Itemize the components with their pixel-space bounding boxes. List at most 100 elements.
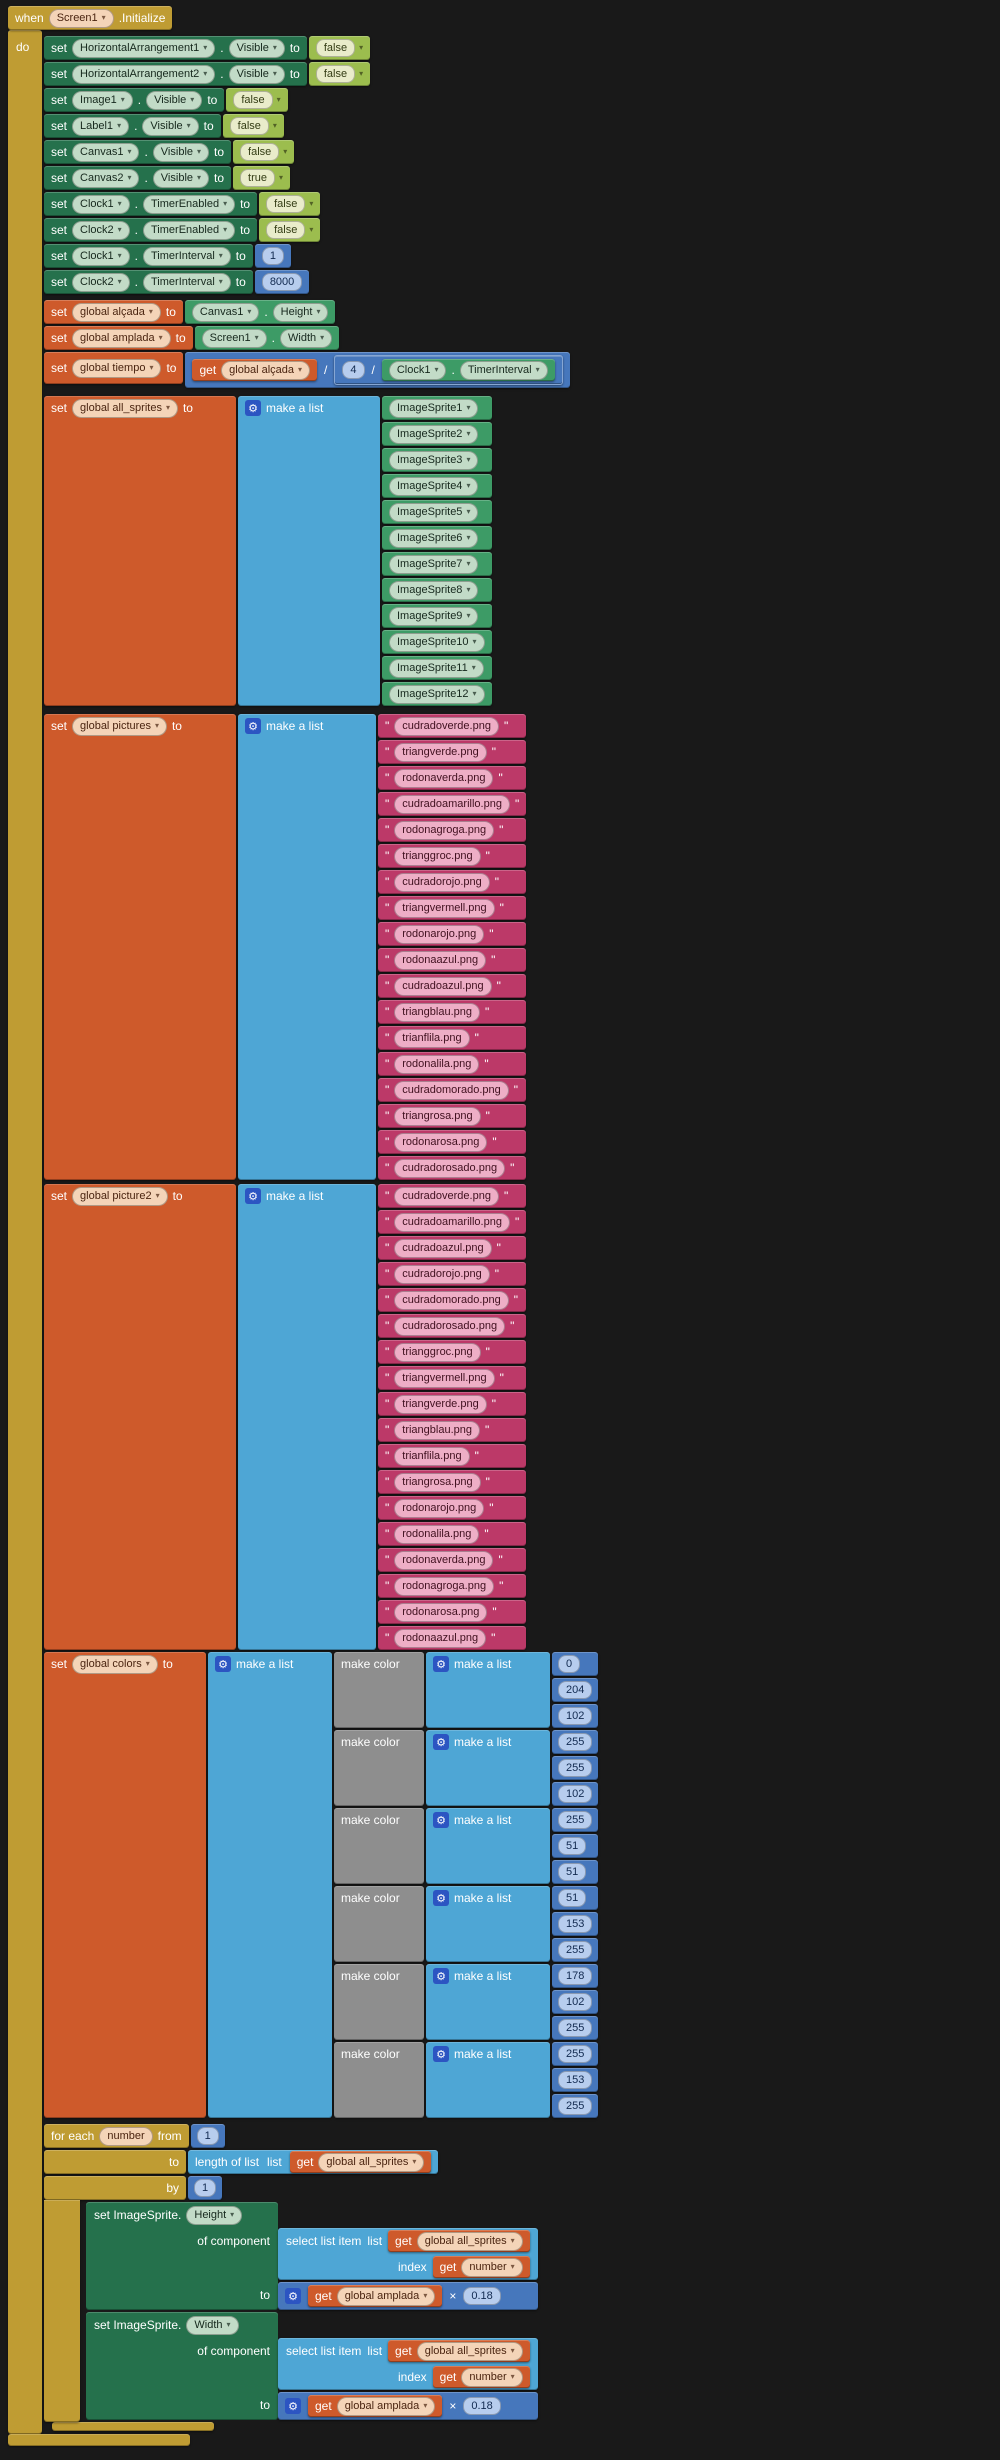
component-dropdown[interactable]: ImageSprite7 ▾	[389, 554, 479, 574]
text-string-block[interactable]: " cudradoamarillo.png "	[378, 792, 527, 816]
make-color-block[interactable]: make color	[334, 1808, 424, 1884]
text-string-block[interactable]: " rodonalila.png "	[378, 1052, 527, 1076]
string-field[interactable]: cudradoverde.png	[394, 1186, 499, 1206]
math-number-block[interactable]: 51	[552, 1886, 599, 1910]
value-block[interactable]: false ▾	[233, 140, 295, 164]
string-field[interactable]: triangvermell.png	[394, 1368, 495, 1388]
property-dropdown[interactable]: TimerEnabled ▾	[143, 194, 236, 214]
dropdown-arrow-icon[interactable]: ▾	[466, 403, 471, 412]
component-dropdown[interactable]: ImageSprite2 ▾	[389, 424, 479, 444]
set-property-row[interactable]: set Image1 ▾ . Visible ▾ to false ▾	[44, 88, 370, 112]
dropdown-arrow-icon[interactable]: ▾	[276, 95, 281, 104]
dropdown-arrow-icon[interactable]: ▾	[359, 43, 364, 52]
component-dropdown[interactable]: Clock1 ▾	[72, 246, 130, 266]
property-dropdown[interactable]: Width ▾	[280, 328, 333, 348]
dropdown-arrow-icon[interactable]: ▾	[149, 363, 154, 372]
image-sprite-getter-block[interactable]: ImageSprite10 ▾	[382, 630, 492, 654]
get-variable-block[interactable]: get global amplada ▾	[308, 2395, 443, 2417]
mutator-gear-icon[interactable]: ⚙	[433, 1656, 449, 1672]
red-value[interactable]: 255	[558, 2045, 593, 2063]
dropdown-arrow-icon[interactable]: ▾	[197, 173, 202, 182]
variable-dropdown[interactable]: number ▾	[461, 2257, 523, 2277]
make-color-group[interactable]: make color ⚙ make a list 255 255 102	[334, 1730, 599, 1806]
text-string-block[interactable]: " cudradoverde.png "	[378, 1184, 527, 1208]
mutator-gear-icon[interactable]: ⚙	[245, 718, 261, 734]
dropdown-arrow-icon[interactable]: ▾	[272, 43, 277, 52]
get-variable-block[interactable]: get number ▾	[432, 2256, 530, 2278]
make-color-block[interactable]: make color	[334, 1964, 424, 2040]
mutator-gear-icon[interactable]: ⚙	[285, 2398, 301, 2414]
make-a-list-block-inner[interactable]: ⚙ make a list	[426, 1886, 550, 1962]
set-property-row[interactable]: set HorizontalArrangement1 ▾ . Visible ▾…	[44, 36, 371, 60]
value-block[interactable]: 1 ▾	[254, 244, 291, 268]
dropdown-arrow-icon[interactable]: ▾	[466, 585, 471, 594]
for-each-to-row[interactable]: to length of list list get global all_sp…	[44, 2150, 439, 2174]
string-field[interactable]: trianggroc.png	[394, 846, 481, 866]
mutator-gear-icon[interactable]: ⚙	[433, 2046, 449, 2062]
dropdown-arrow-icon[interactable]: ▾	[117, 277, 122, 286]
text-string-block[interactable]: " cudradorojo.png "	[378, 1262, 527, 1286]
variable-dropdown[interactable]: global alçada ▾	[221, 360, 311, 380]
math-number-block[interactable]: 1	[190, 2124, 225, 2148]
text-string-block[interactable]: " trianflila.png "	[378, 1444, 527, 1468]
dropdown-arrow-icon[interactable]: ▾	[197, 147, 202, 156]
select-list-item-block[interactable]: select list item list get global all_spr…	[278, 2338, 538, 2390]
set-property-block[interactable]: set Clock2 ▾ . TimerInterval ▾ to	[44, 270, 253, 294]
dropdown-arrow-icon[interactable]: ▾	[423, 2291, 428, 2300]
math-number-block[interactable]: 153	[552, 2068, 599, 2092]
dropdown-arrow-icon[interactable]: ▾	[466, 481, 471, 490]
string-field[interactable]: cudradomorado.png	[394, 1080, 509, 1100]
when-block-body[interactable]	[8, 30, 42, 2434]
dropdown-arrow-icon[interactable]: ▾	[309, 199, 314, 208]
dropdown-arrow-icon[interactable]: ▾	[359, 69, 364, 78]
value-field[interactable]: 1	[261, 247, 284, 265]
set-imagesprite-generic-block[interactable]: set ImageSprite. Width ▾ of component to…	[86, 2312, 538, 2420]
make-a-list-block-inner[interactable]: ⚙ make a list	[426, 2042, 550, 2118]
text-string-block[interactable]: " rodonagroga.png "	[378, 1574, 527, 1598]
dropdown-arrow-icon[interactable]: ▾	[466, 429, 471, 438]
variable-dropdown[interactable]: global all_sprites ▾	[318, 2152, 425, 2172]
set-property-block[interactable]: set Label1 ▾ . Visible ▾ to	[44, 114, 221, 138]
value-field[interactable]: false	[315, 39, 356, 57]
mutator-gear-icon[interactable]: ⚙	[215, 1656, 231, 1672]
variable-dropdown[interactable]: global amplada ▾	[336, 2396, 436, 2416]
property-dropdown[interactable]: Visible ▾	[146, 90, 203, 110]
component-dropdown[interactable]: Screen1 ▾	[201, 328, 267, 348]
text-string-block[interactable]: " cudradomorado.png "	[378, 1078, 527, 1102]
blue-value[interactable]: 102	[558, 1707, 593, 1725]
math-number-block[interactable]: 255	[552, 2042, 599, 2066]
string-field[interactable]: trianflila.png	[394, 1028, 470, 1048]
text-string-block[interactable]: " cudradoazul.png "	[378, 974, 527, 998]
value-field[interactable]: false	[240, 143, 280, 161]
property-dropdown[interactable]: Height ▾	[272, 302, 329, 322]
text-string-block[interactable]: " rodonaazul.png "	[378, 948, 527, 972]
component-dropdown[interactable]: ImageSprite3 ▾	[389, 450, 479, 470]
set-global-alcada-row[interactable]: set global alçada ▾ to Canvas1 ▾ . Heigh…	[44, 300, 336, 324]
component-dropdown[interactable]: Canvas2 ▾	[72, 168, 140, 188]
green-value[interactable]: 204	[558, 1681, 593, 1699]
make-a-list-block[interactable]: ⚙ make a list	[238, 396, 380, 706]
make-color-group[interactable]: make color ⚙ make a list 0 204 102	[334, 1652, 599, 1728]
variable-dropdown[interactable]: global colors ▾	[72, 1654, 158, 1674]
string-field[interactable]: cudradorosado.png	[394, 1316, 506, 1336]
set-global-pictures-section[interactable]: set global pictures ▾ to ⚙ make a list "…	[44, 714, 527, 1180]
dropdown-arrow-icon[interactable]: ▾	[466, 455, 471, 464]
mutator-gear-icon[interactable]: ⚙	[245, 400, 261, 416]
mutator-gear-icon[interactable]: ⚙	[433, 1890, 449, 1906]
text-string-block[interactable]: " rodonaverda.png "	[378, 1548, 527, 1572]
make-a-list-block-outer[interactable]: ⚙ make a list	[208, 1652, 332, 2118]
mutator-gear-icon[interactable]: ⚙	[433, 1734, 449, 1750]
value-block[interactable]: true ▾	[233, 166, 291, 190]
property-dropdown[interactable]: Visible ▾	[228, 64, 285, 84]
string-field[interactable]: rodonarosa.png	[394, 1602, 488, 1622]
set-global-amplada-row[interactable]: set global amplada ▾ to Screen1 ▾ . Widt…	[44, 326, 340, 350]
for-each-block[interactable]: for each number from	[44, 2124, 189, 2148]
property-dropdown[interactable]: Visible ▾	[228, 38, 285, 58]
red-value[interactable]: 178	[558, 1967, 593, 1985]
text-string-block[interactable]: " triangverde.png "	[378, 740, 527, 764]
string-field[interactable]: triangrosa.png	[394, 1472, 481, 1492]
string-field[interactable]: cudradoamarillo.png	[394, 794, 510, 814]
value-block[interactable]: 8000 ▾	[254, 270, 310, 294]
string-field[interactable]: rodonaazul.png	[394, 950, 487, 970]
value-field[interactable]: false	[266, 195, 306, 213]
